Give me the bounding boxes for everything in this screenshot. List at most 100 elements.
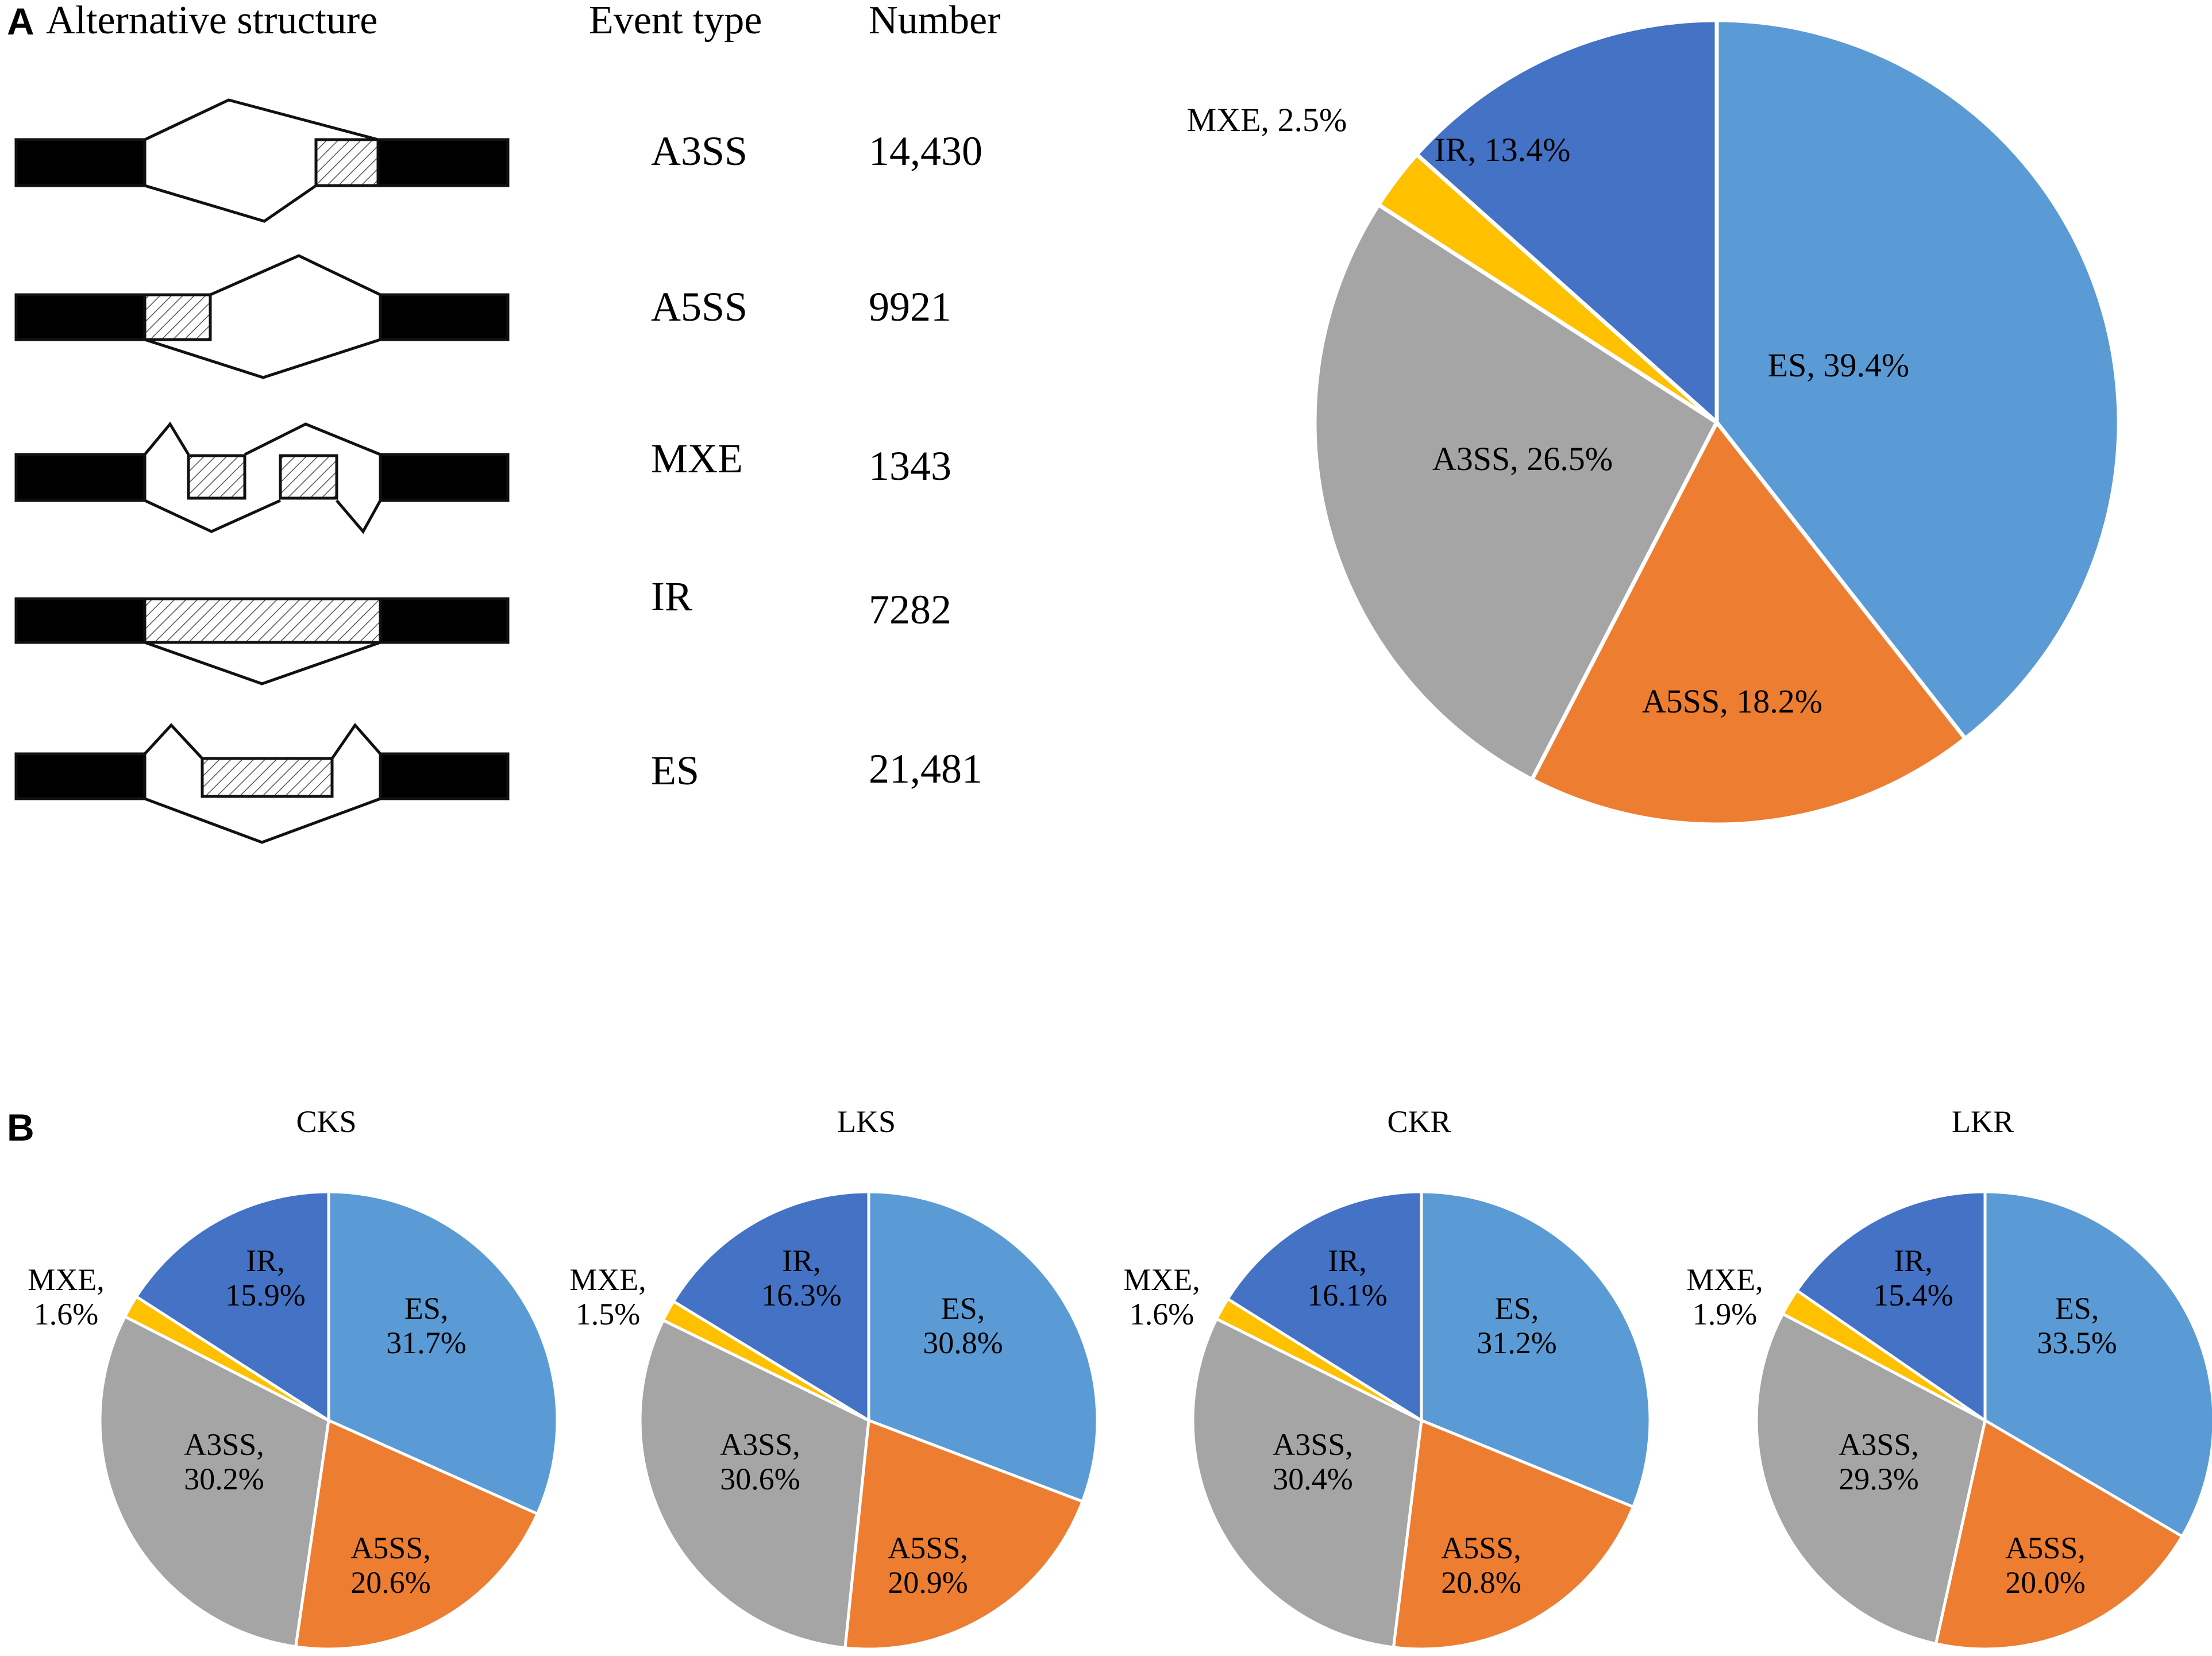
pie-chart-cks: ES, 31.7% A5SS, 20.6% A3SS, 30.2% MXE, 1.6% IR, 1…	[28, 1104, 559, 1651]
pie-chart-lkr: ES, 33.5% A5SS, 20.0% A3SS, 29.3% MXE, 1.9% IR, 1…	[1686, 1104, 2212, 1651]
pie-label-ckr-a5ss: A5SS, 20.8%	[1441, 1531, 1521, 1600]
event-type-es: ES	[651, 748, 699, 794]
event-type-mxe: MXE	[651, 436, 743, 482]
pie-slice-lks-a5ss	[843, 1419, 1084, 1651]
ir-exon-left	[14, 597, 147, 644]
pie-slice-lkr-a3ss	[1755, 1312, 1987, 1646]
pie-label-lks-a3ss: A3SS, 30.6%	[720, 1427, 800, 1496]
pie-label-ckr-mxe: MXE, 1.6%	[1123, 1262, 1200, 1331]
pie-label-ckr-es: ES, 31.2%	[1477, 1291, 1556, 1360]
panel-b-letter: B	[7, 1106, 34, 1149]
pie-slice-cks-a3ss	[98, 1315, 330, 1649]
es-upper-connector-a	[144, 723, 203, 760]
diagram-mxe	[14, 421, 510, 534]
pie-slice-lks-ir	[672, 1190, 870, 1422]
pie-label-lkr-mxe: MXE, 1.9%	[1686, 1262, 1763, 1331]
ir-retained-intron	[143, 597, 382, 644]
event-type-a3ss: A3SS	[651, 128, 747, 174]
es-lower-connector	[144, 797, 381, 844]
es-skipped-exon	[201, 757, 334, 798]
pie-slice-ckr-ir	[1226, 1190, 1423, 1422]
pie-slice-cks-a5ss	[294, 1419, 539, 1651]
a5ss-lower-connector	[144, 338, 381, 379]
number-ir: 7282	[869, 587, 951, 633]
header-number: Number	[869, 0, 1000, 43]
pie-label-main-mxe: MXE, 2.5%	[1187, 101, 1347, 138]
number-es: 21,481	[869, 746, 982, 792]
pie-title-lks: LKS	[837, 1104, 896, 1139]
a3ss-lower-connector	[144, 184, 317, 223]
a3ss-alt-region	[314, 138, 380, 187]
pie-label-lkr-a3ss: A3SS, 29.3%	[1839, 1427, 1919, 1496]
pie-label-ckr-a3ss: A3SS, 30.4%	[1273, 1427, 1353, 1496]
pie-label-cks-ir: IR, 15.9%	[225, 1243, 305, 1312]
pie-slice-main-es	[1714, 18, 2121, 741]
pie-label-lks-ir: IR, 16.3%	[761, 1243, 841, 1312]
mxe-exon-a	[187, 454, 246, 500]
pie-label-cks-mxe: MXE, 1.6%	[28, 1262, 105, 1331]
structure-diagrams	[14, 98, 510, 844]
header-event-type: Event type	[589, 0, 762, 43]
a3ss-exon-right	[376, 138, 510, 187]
a3ss-upper-connector	[144, 98, 379, 141]
pie-label-cks-es: ES, 31.7%	[386, 1291, 466, 1360]
pie-slice-cks-ir	[134, 1190, 330, 1422]
es-exon-right	[379, 752, 510, 800]
pie-label-lks-a5ss: A5SS, 20.9%	[888, 1531, 968, 1600]
pie-slice-ckr-a5ss	[1392, 1419, 1635, 1651]
pie-chart-lks: ES, 30.8% A5SS, 20.9% A3SS, 30.6% MXE, 1.5% IR, 1…	[569, 1104, 1099, 1651]
pie-label-main-ir: IR, 13.4%	[1435, 131, 1571, 168]
mxe-upper-connector-b	[244, 422, 381, 456]
pie-slice-main-a3ss	[1312, 202, 1719, 782]
pie-label-cks-a5ss: A5SS, 20.6%	[350, 1531, 431, 1600]
mxe-exon-right	[379, 453, 510, 502]
pie-chart-ckr: ES, 31.2% A5SS, 20.8% A3SS, 30.4% MXE, 1.6% IR, 1…	[1123, 1104, 1652, 1651]
pie-slice-lkr-ir	[1795, 1190, 1987, 1422]
a3ss-exon-left	[14, 138, 147, 187]
pie-label-lkr-ir: IR, 15.4%	[1873, 1243, 1953, 1312]
mxe-upper-connector-a	[144, 421, 190, 456]
a5ss-exon-left	[14, 293, 147, 341]
diagram-ir	[14, 597, 510, 685]
diagram-es	[14, 722, 510, 844]
ir-exon-right	[379, 597, 510, 644]
pie-label-lks-mxe: MXE, 1.5%	[569, 1262, 646, 1331]
pie-chart-main: ES, 39.4% A5SS, 18.2% A3SS, 26.5% MXE, 2.5%…	[1187, 18, 2121, 827]
pie-title-ckr: CKR	[1387, 1104, 1451, 1139]
number-mxe: 1343	[869, 443, 951, 489]
pie-label-main-a3ss: A3SS, 26.5%	[1432, 440, 1613, 477]
panel-a-letter: A	[7, 0, 34, 43]
a5ss-upper-connector	[209, 254, 381, 296]
pie-label-lkr-a5ss: A5SS, 20.0%	[2005, 1531, 2086, 1600]
a5ss-alt-region	[143, 293, 212, 341]
mxe-lower-connector-b	[336, 499, 382, 534]
pie-label-cks-a3ss: A3SS, 30.2%	[184, 1427, 264, 1496]
pie-charts: ES, 39.4% A5SS, 18.2% A3SS, 26.5% MXE, 2.5%…	[28, 18, 2212, 1651]
pie-label-ckr-ir: IR, 16.1%	[1307, 1243, 1387, 1312]
pie-slice-lkr-a5ss	[1934, 1419, 2184, 1651]
diagram-a3ss	[14, 98, 510, 223]
mxe-exon-left	[14, 453, 147, 502]
pie-slice-cks-es	[327, 1190, 559, 1516]
diagram-a5ss	[14, 254, 510, 379]
event-type-a5ss: A5SS	[651, 284, 747, 330]
header-alternative-structure: Alternative structure	[46, 0, 377, 43]
event-type-ir: IR	[651, 573, 692, 619]
number-a5ss: 9921	[869, 284, 951, 330]
pie-label-lkr-es: ES, 33.5%	[2037, 1291, 2117, 1360]
pie-slice-lks-a3ss	[638, 1319, 870, 1650]
pie-slice-ckr-es	[1420, 1190, 1652, 1508]
pie-label-main-a5ss: A5SS, 18.2%	[1642, 683, 1822, 720]
es-exon-left	[14, 752, 147, 800]
pie-slice-main-a5ss	[1529, 420, 1967, 827]
es-upper-connector-b	[330, 722, 381, 760]
pie-slice-lks-es	[867, 1190, 1099, 1503]
pie-title-lkr: LKR	[1952, 1104, 2014, 1139]
pie-slice-lkr-es	[1983, 1190, 2212, 1538]
pie-title-cks: CKS	[296, 1104, 356, 1139]
pie-label-main-es: ES, 39.4%	[1768, 346, 1910, 384]
pie-slice-main-ir	[1415, 18, 1719, 425]
mxe-lower-connector-a	[144, 499, 282, 533]
pie-label-lks-es: ES, 30.8%	[923, 1291, 1003, 1360]
